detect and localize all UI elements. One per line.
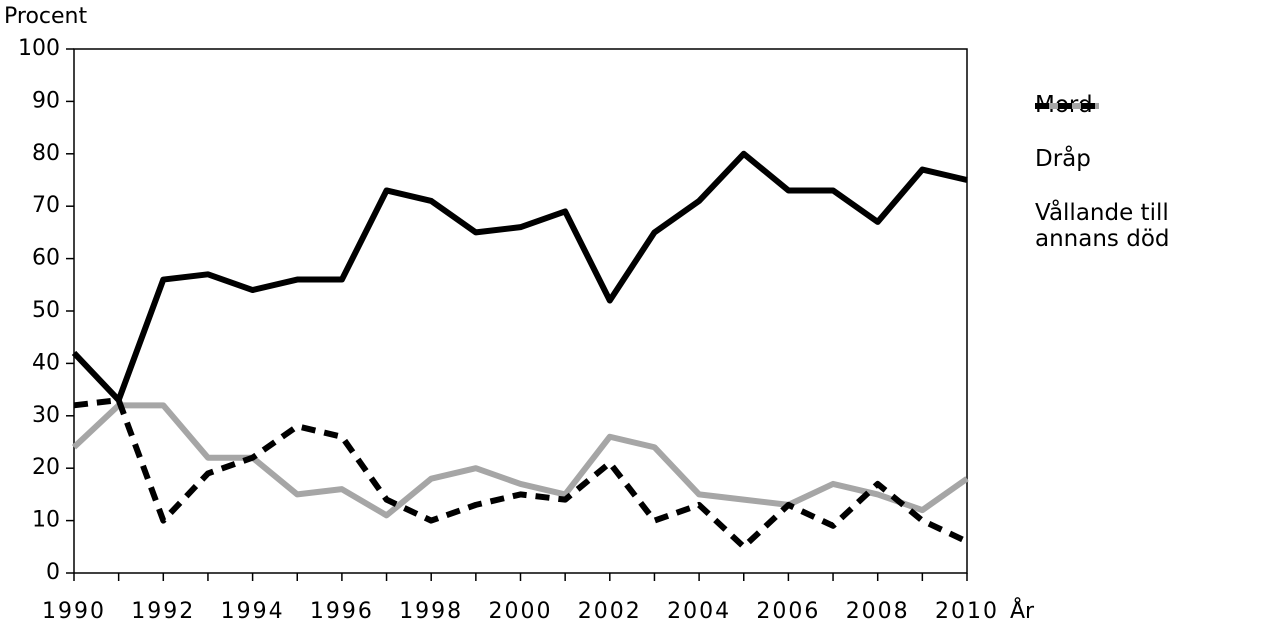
legend-label: Dråp (1035, 146, 1091, 172)
x-tick-label: 2008 (846, 599, 910, 624)
y-tick-label: 50 (32, 298, 60, 323)
x-tick-label: 2002 (578, 599, 642, 624)
y-tick-label: 40 (32, 350, 60, 375)
series-line (71, 402, 969, 519)
x-tick-label: 1992 (131, 599, 195, 624)
x-tick-label: 2000 (489, 599, 553, 624)
y-tick-label: 70 (32, 193, 60, 218)
legend: MordDråpVållande till annans död (1035, 88, 1265, 276)
x-tick-label: 2006 (756, 599, 820, 624)
y-tick-label: 100 (18, 36, 60, 61)
y-tick-label: 0 (46, 560, 60, 585)
x-tick-label: 1990 (42, 599, 106, 624)
x-tick-label: 1998 (399, 599, 463, 624)
y-tick-label: 90 (32, 88, 60, 113)
x-tick-label: 1996 (310, 599, 374, 624)
series-line (71, 150, 968, 404)
legend-label: Vållande till annans död (1035, 200, 1170, 252)
series-line (73, 397, 969, 550)
y-tick-label: 60 (32, 246, 60, 271)
legend-item: Vållande till annans död (1035, 103, 1265, 252)
x-tick-label: 2010 (935, 599, 999, 624)
x-axis-label: År (1010, 597, 1035, 624)
y-axis-label: Procent (4, 4, 87, 29)
y-tick-label: 30 (32, 403, 60, 428)
y-tick-label: 20 (32, 455, 60, 480)
legend-swatch (1035, 103, 1099, 109)
y-tick-label: 10 (32, 508, 60, 533)
x-tick-label: 1994 (221, 599, 285, 624)
x-tick-label: 2004 (667, 599, 731, 624)
legend-item: Dråp (1035, 103, 1265, 172)
y-tick-label: 80 (32, 141, 60, 166)
